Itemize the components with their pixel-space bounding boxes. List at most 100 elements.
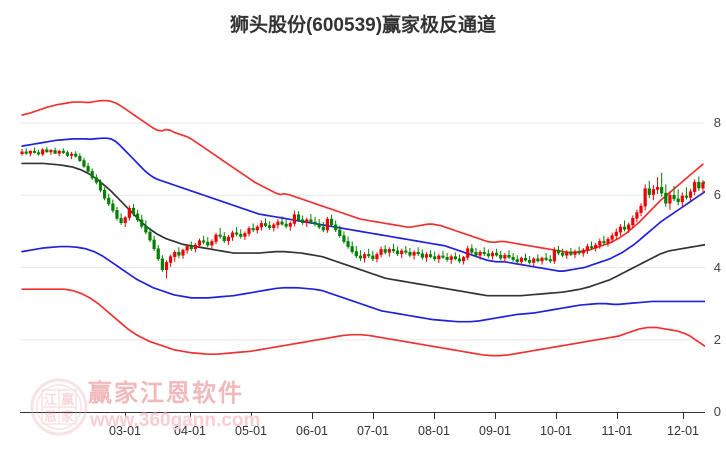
candlestick (693, 179, 697, 196)
candlestick (519, 256, 523, 266)
candlestick (251, 223, 255, 233)
x-axis-tick (190, 412, 191, 419)
candlestick (74, 151, 78, 158)
candlestick (156, 245, 160, 261)
candlestick (383, 245, 387, 255)
candlestick (651, 185, 656, 201)
candlestick (317, 219, 321, 230)
candlestick (470, 244, 474, 255)
y-axis-tick-label: 8 (713, 115, 721, 130)
candlestick (123, 216, 127, 228)
candlestick (635, 209, 639, 222)
candlestick (420, 249, 424, 260)
y-axis-tick-label: 4 (713, 259, 721, 275)
candlestick (684, 187, 689, 200)
candlestick (532, 257, 536, 267)
candlestick (28, 150, 32, 157)
candlestick (552, 247, 556, 264)
candlestick (482, 247, 486, 256)
candlestick (503, 253, 507, 263)
candlestick (507, 250, 511, 259)
candlestick (676, 189, 680, 206)
candlestick (296, 211, 301, 222)
x-axis-tick-label: 06-01 (296, 424, 328, 438)
candlestick (387, 247, 391, 257)
chart-canvas (20, 99, 705, 357)
candlestick (301, 215, 305, 225)
candlestick (247, 226, 251, 237)
candlestick (561, 248, 565, 258)
candlestick (598, 238, 602, 249)
candlestick (235, 227, 239, 237)
chart-plot-area[interactable] (20, 60, 705, 412)
candlestick (412, 250, 416, 260)
x-axis-tick (312, 412, 313, 419)
candlestick (32, 147, 37, 154)
candlestick (350, 241, 354, 254)
candlestick (358, 250, 363, 261)
candlestick (82, 157, 86, 168)
candlestick (41, 148, 45, 157)
candlestick (680, 192, 684, 208)
x-axis-tick (495, 412, 496, 419)
candlestick (433, 251, 437, 261)
x-axis-tick-label: 04-01 (174, 424, 206, 438)
candlestick (185, 244, 189, 254)
page-title: 狮头股份(600539)赢家极反通道 (229, 15, 497, 36)
candlestick (272, 222, 276, 232)
candlestick (86, 162, 90, 174)
candlestick (499, 250, 503, 261)
candlestick (78, 153, 82, 163)
candlestick (218, 227, 222, 239)
candlestick (614, 228, 618, 240)
candlestick (140, 214, 144, 229)
candlestick (544, 253, 548, 261)
x-axis-tick (373, 412, 374, 419)
candlestick (202, 235, 206, 245)
candlestick (672, 185, 676, 202)
candlestick (20, 149, 24, 156)
candlestick (243, 231, 247, 241)
candlestick (338, 225, 342, 238)
candlestick (371, 250, 375, 261)
candlestick (164, 260, 169, 279)
candlestick (660, 172, 664, 197)
series-outer_lower_band (21, 288, 705, 357)
y-axis-tick-label: 2 (713, 331, 721, 347)
candlestick (697, 176, 701, 191)
candlestick (569, 247, 573, 256)
candlestick (230, 230, 235, 241)
candlestick (668, 191, 672, 210)
candlestick (57, 149, 61, 157)
candlestick (288, 221, 292, 231)
x-axis-tick (251, 412, 252, 419)
candlestick (119, 213, 123, 225)
candlestick (255, 224, 259, 234)
candlestick (292, 210, 297, 227)
candlestick (655, 177, 660, 194)
candlestick (647, 180, 651, 199)
candlestick (523, 253, 528, 262)
candlestick (239, 229, 243, 239)
candlestick (321, 221, 325, 233)
candlestick (284, 219, 288, 229)
candlestick (276, 219, 280, 229)
candlestick (136, 209, 140, 222)
candlestick (144, 220, 148, 235)
candlestick (379, 246, 383, 258)
x-axis-tick (683, 412, 684, 419)
candlestick (622, 220, 627, 232)
candlestick (428, 250, 433, 259)
candlestick (424, 252, 429, 262)
candlestick (478, 250, 482, 260)
x-axis-tick (434, 412, 435, 419)
x-axis-tick-label: 05-01 (235, 424, 267, 438)
candlestick (226, 234, 230, 246)
candlestick (222, 232, 226, 243)
y-axis-tick-label: 0 (713, 404, 721, 419)
candlestick (160, 255, 164, 272)
series-outer_upper_band (21, 99, 704, 254)
candlestick (437, 253, 441, 264)
candlestick (594, 242, 598, 252)
